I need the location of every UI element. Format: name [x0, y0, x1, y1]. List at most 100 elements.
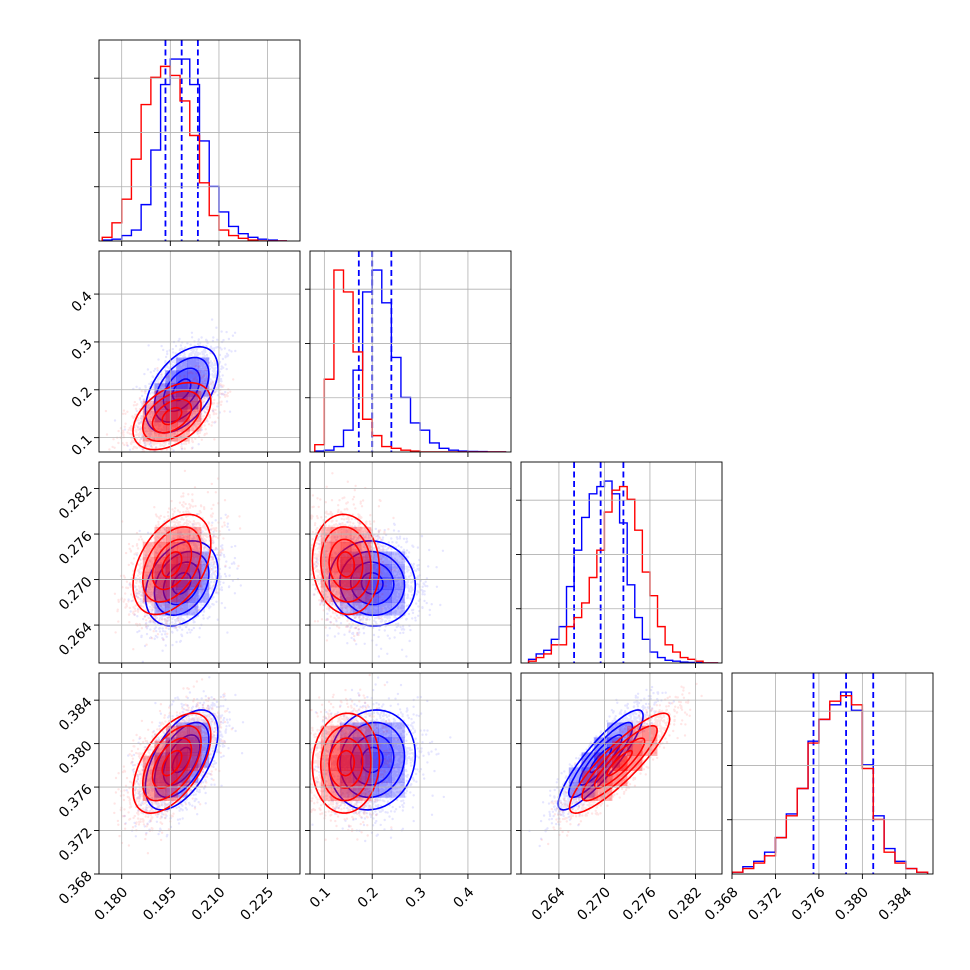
x-tick-label: 0.2: [355, 884, 382, 911]
contour-line: [141, 390, 202, 442]
density-cell: [176, 357, 188, 371]
density-cell: [177, 556, 190, 573]
density-cell: [330, 785, 342, 801]
density-cell: [350, 725, 362, 741]
density-cell: [154, 421, 167, 432]
density-cell: [320, 740, 332, 756]
density-cell: [612, 770, 628, 786]
density-cell: [165, 370, 177, 384]
contour-line: [161, 551, 183, 578]
density-cell: [198, 589, 210, 603]
density-cell: [198, 370, 210, 384]
contour-line: [132, 513, 212, 616]
density-cell: [189, 411, 202, 422]
density-cell: [176, 589, 188, 603]
contour-line: [161, 749, 183, 777]
density-cell: [187, 722, 199, 738]
contour-line: [141, 526, 202, 603]
density-cell: [166, 556, 179, 573]
density-cell: [391, 576, 405, 591]
density-cell: [177, 526, 190, 543]
density-cell: [187, 602, 199, 616]
x-tick-label: 0.276: [620, 884, 660, 924]
density-cell: [189, 725, 202, 741]
density-cell: [176, 370, 188, 384]
panel-frame: [98, 672, 301, 875]
contour-line: [311, 712, 381, 814]
density-cell: [320, 755, 332, 771]
panel-content: [528, 682, 703, 848]
density-cell: [189, 556, 202, 573]
density-cell: [198, 357, 210, 371]
histogram-panel: [101, 40, 288, 241]
density-cell: [360, 785, 372, 801]
density-cell: [176, 602, 188, 616]
x-tick-label: 0.270: [574, 884, 614, 924]
density-cell: [166, 725, 179, 741]
density-cell: [339, 589, 354, 603]
density-cell: [187, 767, 199, 783]
density-cell: [340, 725, 352, 741]
density-cell: [142, 755, 155, 771]
x-tick-label: 0.180: [92, 884, 132, 924]
density-cell: [189, 740, 202, 756]
density-cell: [350, 526, 362, 543]
contour-line: [151, 538, 193, 591]
scatter-panel: [113, 469, 243, 663]
density-cell: [177, 421, 190, 432]
density-cell: [166, 401, 179, 412]
density-cell: [166, 755, 179, 771]
contour-line: [339, 550, 406, 616]
density-cell: [189, 421, 202, 432]
contour-line: [360, 572, 384, 595]
density-cell: [627, 755, 643, 771]
x-tick-label: 0.225: [238, 884, 278, 924]
contour-line: [153, 721, 210, 799]
y-tick-label: 0.264: [56, 619, 96, 659]
contour-line: [328, 540, 417, 627]
contour-line: [336, 551, 356, 578]
density-cell: [581, 767, 595, 783]
density-cell: [360, 586, 372, 603]
density-cell: [166, 526, 179, 543]
histogram-series: [314, 269, 507, 452]
density-cell: [340, 556, 352, 573]
density-cell: [187, 551, 199, 565]
density-cell: [612, 740, 628, 756]
density-cell: [360, 725, 372, 741]
histogram-panel: [527, 462, 719, 663]
density-cell: [360, 770, 372, 786]
density-cell: [154, 401, 167, 412]
y-tick-label: 0.368: [56, 868, 96, 908]
panel-content: [527, 462, 719, 663]
density-cell: [154, 396, 166, 410]
density-cell: [340, 541, 352, 558]
x-tick-label: 0.264: [529, 884, 569, 924]
density-cell: [582, 785, 598, 801]
density-cell: [165, 602, 177, 616]
density-cell: [350, 740, 362, 756]
contour-line: [328, 737, 364, 789]
density-cell: [378, 767, 392, 783]
density-cell: [166, 785, 179, 801]
density-cell: [166, 770, 179, 786]
density-cell: [177, 541, 190, 558]
contour-line: [593, 737, 646, 790]
density-cell: [330, 755, 342, 771]
density-cell: [166, 421, 179, 432]
contour-line: [151, 737, 193, 790]
contour-line: [151, 398, 193, 434]
density-cell: [187, 370, 199, 384]
density-cell: [330, 740, 342, 756]
histogram-panel: [732, 673, 929, 874]
scatter-panel: [310, 472, 445, 658]
density-cell: [187, 396, 199, 410]
panel-frame: [309, 461, 512, 664]
density-cell: [320, 785, 332, 801]
density-cell: [154, 755, 167, 771]
density-cell: [350, 785, 362, 801]
density-cell: [187, 737, 199, 753]
density-cell: [177, 740, 190, 756]
density-cell: [350, 770, 362, 786]
